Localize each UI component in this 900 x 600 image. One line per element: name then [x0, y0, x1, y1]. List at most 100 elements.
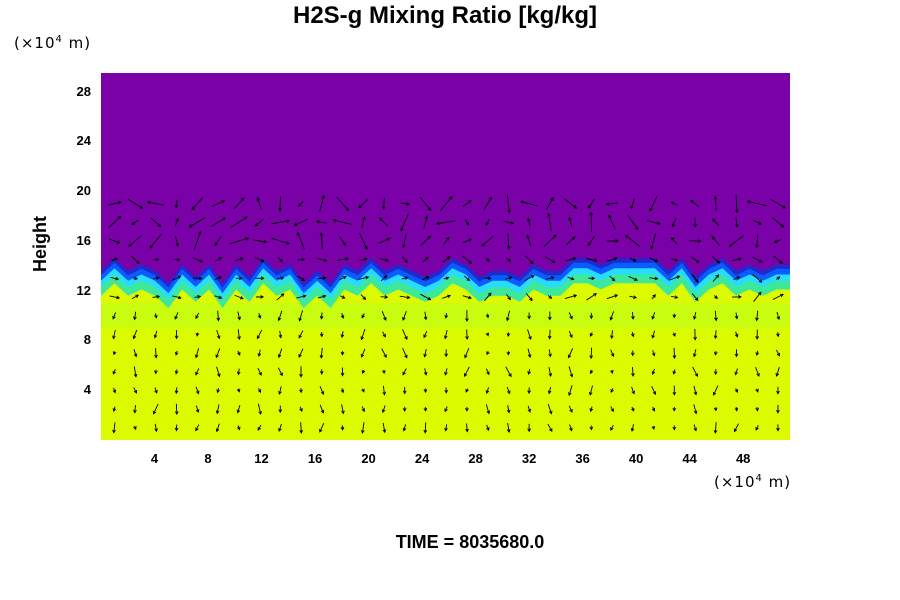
wind-vector-head	[776, 316, 781, 321]
wind-vector	[341, 404, 344, 414]
wind-vector	[174, 218, 179, 227]
wind-vector	[587, 236, 595, 246]
wind-vector	[424, 349, 427, 357]
wind-vector-head	[149, 244, 153, 249]
chart-title: H2S-g Mixing Ratio [kg/kg]	[292, 2, 597, 29]
wind-vector-head	[116, 295, 121, 300]
wind-vector-head	[319, 333, 324, 338]
wind-vector	[670, 295, 678, 299]
wind-vector-head	[402, 408, 407, 412]
wind-vector-head	[154, 389, 158, 394]
wind-vector-head	[693, 410, 698, 415]
wind-vector-head	[670, 237, 675, 241]
wind-vector-head	[384, 295, 389, 299]
wind-vector	[339, 236, 346, 246]
wind-vector	[507, 405, 510, 413]
wind-vector-head	[174, 427, 179, 432]
wind-vector-head	[301, 277, 306, 282]
wind-vector-head	[361, 408, 366, 413]
wind-vector	[712, 274, 719, 282]
wind-vector-head	[263, 239, 268, 244]
wind-vector	[485, 404, 490, 414]
wind-vector	[464, 348, 470, 358]
wind-vector	[195, 405, 199, 413]
wind-vector-head	[361, 314, 365, 319]
wind-vector-head	[237, 316, 241, 321]
wind-vector-head	[245, 237, 250, 241]
wind-vector	[320, 232, 323, 249]
wind-vector-head	[571, 236, 576, 241]
wind-vector-head	[286, 219, 291, 223]
wind-vector-head	[672, 370, 677, 375]
wind-vector	[504, 276, 512, 280]
wind-vector	[607, 257, 618, 262]
wind-vector	[714, 196, 717, 211]
wind-vector-head	[154, 428, 158, 433]
wind-vector-head	[402, 316, 406, 321]
wind-vector-head	[734, 353, 739, 358]
wind-vector	[319, 404, 324, 414]
wind-vector	[711, 236, 720, 246]
wind-vector	[753, 219, 762, 225]
wind-vector-head	[155, 257, 160, 262]
x-axis-unit: (×104 m)	[714, 473, 792, 491]
wind-vector	[547, 404, 552, 414]
wind-vector	[378, 238, 390, 244]
wind-vector	[629, 295, 637, 299]
wind-vector-head	[746, 200, 751, 204]
wind-vector-head	[773, 239, 778, 244]
wind-vector-head	[299, 408, 303, 412]
wind-vector	[756, 310, 759, 321]
wind-vector	[773, 255, 783, 264]
wind-vector-head	[153, 334, 158, 339]
wind-vector	[195, 312, 200, 319]
wind-vector	[195, 368, 200, 375]
wind-vector-head	[486, 410, 491, 415]
wind-vector-head	[444, 371, 448, 376]
wind-vector-head	[174, 370, 179, 375]
wind-vector-head	[506, 245, 511, 250]
wind-vector-head	[780, 224, 785, 228]
wind-vector-head	[133, 316, 137, 321]
wind-vector-head	[404, 336, 408, 341]
wind-vector	[610, 349, 614, 357]
wind-vector-head	[547, 212, 551, 217]
wind-vector-head	[444, 353, 448, 358]
wind-vector	[443, 237, 450, 245]
wind-vector	[298, 348, 304, 358]
wind-vector	[544, 256, 555, 263]
x-tick-label: 24	[414, 451, 430, 466]
wind-vector-head	[780, 293, 784, 298]
wind-vector	[271, 237, 290, 245]
wind-vector-head	[530, 275, 535, 279]
wind-vector-head	[319, 428, 323, 433]
wind-vector	[109, 295, 120, 299]
wind-vector	[486, 368, 490, 375]
wind-vector-head	[152, 410, 157, 415]
wind-vector-head	[608, 214, 612, 219]
wind-vector-head	[215, 428, 220, 433]
wind-vector-head	[278, 390, 282, 395]
wind-vector-head	[112, 389, 117, 394]
wind-vector	[380, 275, 388, 282]
wind-vector	[668, 275, 680, 281]
wind-vector	[257, 403, 262, 415]
wind-vector	[147, 201, 165, 206]
wind-vector	[237, 329, 240, 340]
wind-vector-head	[243, 216, 248, 220]
wind-vector	[423, 330, 428, 338]
wind-vector	[670, 258, 678, 261]
wind-vector	[526, 235, 532, 247]
wind-vector	[466, 423, 468, 432]
wind-vector	[464, 219, 470, 226]
wind-vector-head	[236, 409, 241, 414]
wind-vector	[131, 294, 139, 300]
wind-vector-head	[672, 426, 677, 431]
wind-vector-head	[527, 390, 531, 395]
wind-vector-head	[237, 336, 241, 341]
wind-vector-head	[734, 333, 739, 338]
wind-vector	[317, 295, 326, 299]
wind-vector	[380, 296, 388, 298]
wind-vector	[211, 200, 225, 207]
wind-vector	[630, 198, 635, 209]
